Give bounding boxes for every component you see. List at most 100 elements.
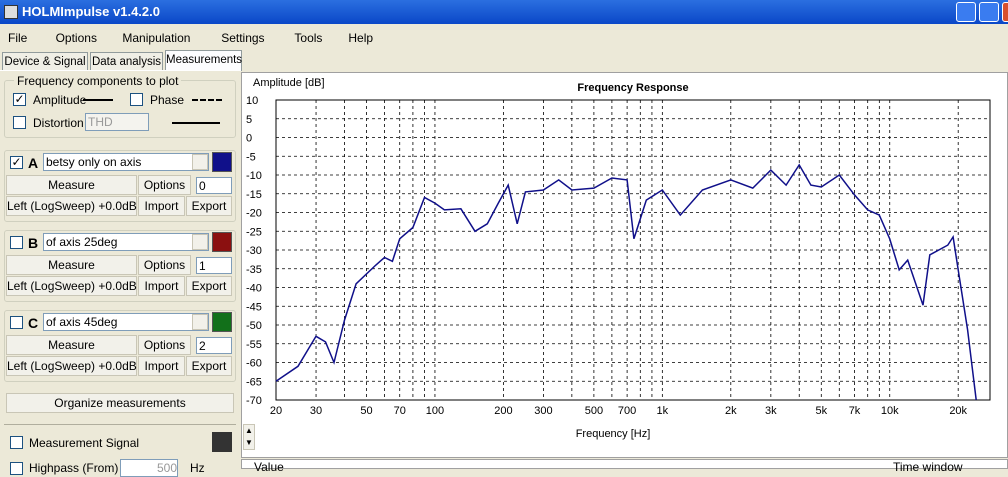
x-tick-label: 50	[360, 405, 372, 417]
options-button[interactable]: Options	[138, 175, 191, 195]
phase-label: Phase	[150, 93, 185, 107]
x-tick-label: 2k	[725, 405, 737, 417]
options-button[interactable]: Options	[138, 335, 191, 355]
measure-button[interactable]: Measure	[6, 255, 137, 275]
measurement-group	[4, 150, 236, 222]
organize-button[interactable]: Organize measurements	[6, 393, 234, 413]
chart: Frequency Response Amplitude [dB] Frequenc…	[246, 77, 991, 440]
distortion-checkbox[interactable]	[13, 116, 26, 129]
index-spinner[interactable]: 2	[196, 337, 232, 354]
measurement-checkbox[interactable]	[10, 236, 23, 249]
x-axis-label: Frequency [Hz]	[576, 428, 651, 440]
y-tick-label: -35	[246, 264, 262, 276]
divider	[4, 424, 236, 425]
menu-item[interactable]: Tools	[294, 31, 323, 45]
measurement-color[interactable]	[212, 232, 232, 252]
y-tick-label: -55	[246, 339, 262, 351]
amplitude-checkbox[interactable]: ✓	[13, 92, 26, 106]
import-button[interactable]: Import	[138, 356, 185, 376]
y-tick-label: -40	[246, 283, 262, 295]
signal-label: Measurement Signal	[29, 436, 140, 450]
time-window-header: Time window	[893, 460, 963, 474]
window-title: HOLMImpulse v1.4.2.0	[22, 4, 160, 19]
measurement-color[interactable]	[212, 312, 232, 332]
highpass-unit: Hz	[190, 461, 205, 475]
source-label: Left (LogSweep) +0.0dB	[6, 356, 137, 376]
measurement-group	[4, 310, 236, 382]
scroll-buttons[interactable]: ▲ ▼	[243, 424, 255, 450]
dropdown-arrow	[192, 314, 208, 330]
signal-color[interactable]	[212, 432, 232, 452]
y-tick-label: -20	[246, 208, 262, 220]
app-icon	[4, 5, 18, 19]
menu-bar: File Options Manipulation Settings Tools Help	[0, 28, 1008, 48]
source-label: Left (LogSweep) +0.0dB	[6, 196, 137, 216]
phase-checkbox[interactable]	[130, 93, 143, 106]
menu-item[interactable]: Options	[55, 31, 97, 45]
y-tick-label: -65	[246, 376, 262, 388]
y-tick-label: -45	[246, 301, 262, 313]
y-axis-label: Amplitude [dB]	[253, 77, 325, 89]
menu-item[interactable]: File	[8, 31, 28, 45]
import-button[interactable]: Import	[138, 276, 185, 296]
highpass-label: Highpass (From)	[29, 461, 119, 475]
measurement-letter: A	[28, 155, 39, 171]
solid-line-icon	[83, 99, 113, 101]
y-tick-label: -15	[246, 189, 262, 201]
x-tick-label: 300	[534, 405, 552, 417]
y-tick-label: -5	[246, 151, 256, 163]
measure-button[interactable]: Measure	[6, 335, 137, 355]
x-tick-label: 5k	[815, 405, 827, 417]
measurement-letter: B	[28, 235, 39, 251]
x-tick-label: 200	[494, 405, 512, 417]
source-label: Left (LogSweep) +0.0dB	[6, 276, 137, 296]
restore-button[interactable]	[979, 2, 999, 22]
dropdown-arrow	[192, 154, 208, 170]
export-button[interactable]: Export	[186, 196, 232, 216]
menu-item[interactable]: Settings	[221, 31, 265, 45]
title-bar	[0, 0, 1008, 24]
measurement-checkbox[interactable]	[10, 316, 23, 329]
x-tick-label: 30	[310, 405, 322, 417]
y-tick-label: -25	[246, 226, 262, 238]
x-tick-label: 500	[585, 405, 603, 417]
y-tick-label: 0	[246, 133, 252, 145]
tab[interactable]: Device & Signal	[2, 52, 88, 71]
x-tick-label: 7k	[849, 405, 861, 417]
index-spinner[interactable]: 0	[196, 177, 232, 194]
measurement-checkbox[interactable]: ✓	[10, 155, 23, 169]
measure-button[interactable]: Measure	[6, 175, 137, 195]
series-line	[275, 163, 977, 401]
menu-item[interactable]: Manipulation	[122, 31, 191, 45]
measurement-name-dropdown[interactable]: of axis 25deg	[43, 233, 209, 251]
distortion-label: Distortion	[33, 116, 84, 130]
amplitude-label: Amplitude	[33, 93, 87, 107]
solid-line-icon	[172, 122, 220, 124]
y-tick-label: 5	[246, 114, 252, 126]
x-tick-label: 70	[394, 405, 406, 417]
close-button[interactable]	[1002, 2, 1008, 22]
highpass-field[interactable]: 500	[120, 459, 178, 477]
y-tick-label: -70	[246, 395, 262, 407]
dropdown-arrow	[192, 234, 208, 250]
tab[interactable]: Measurements	[165, 50, 242, 71]
minimize-button[interactable]	[956, 2, 976, 22]
distortion-type-dropdown[interactable]: THD	[85, 113, 149, 131]
signal-checkbox[interactable]	[10, 436, 23, 449]
export-button[interactable]: Export	[186, 356, 232, 376]
y-tick-label: -50	[246, 320, 262, 332]
import-button[interactable]: Import	[138, 196, 185, 216]
measurement-name-dropdown[interactable]: betsy only on axis	[43, 153, 209, 171]
x-tick-label: 100	[426, 405, 444, 417]
options-button[interactable]: Options	[138, 255, 191, 275]
y-tick-label: -30	[246, 245, 262, 257]
index-spinner[interactable]: 1	[196, 257, 232, 274]
measurement-color[interactable]	[212, 152, 232, 172]
export-button[interactable]: Export	[186, 276, 232, 296]
measurement-name-dropdown[interactable]: of axis 45deg	[43, 313, 209, 331]
tab[interactable]: Data analysis	[90, 52, 163, 71]
menu-item[interactable]: Help	[348, 31, 374, 45]
y-tick-label: 10	[246, 95, 258, 107]
x-tick-label: 20	[270, 405, 282, 417]
